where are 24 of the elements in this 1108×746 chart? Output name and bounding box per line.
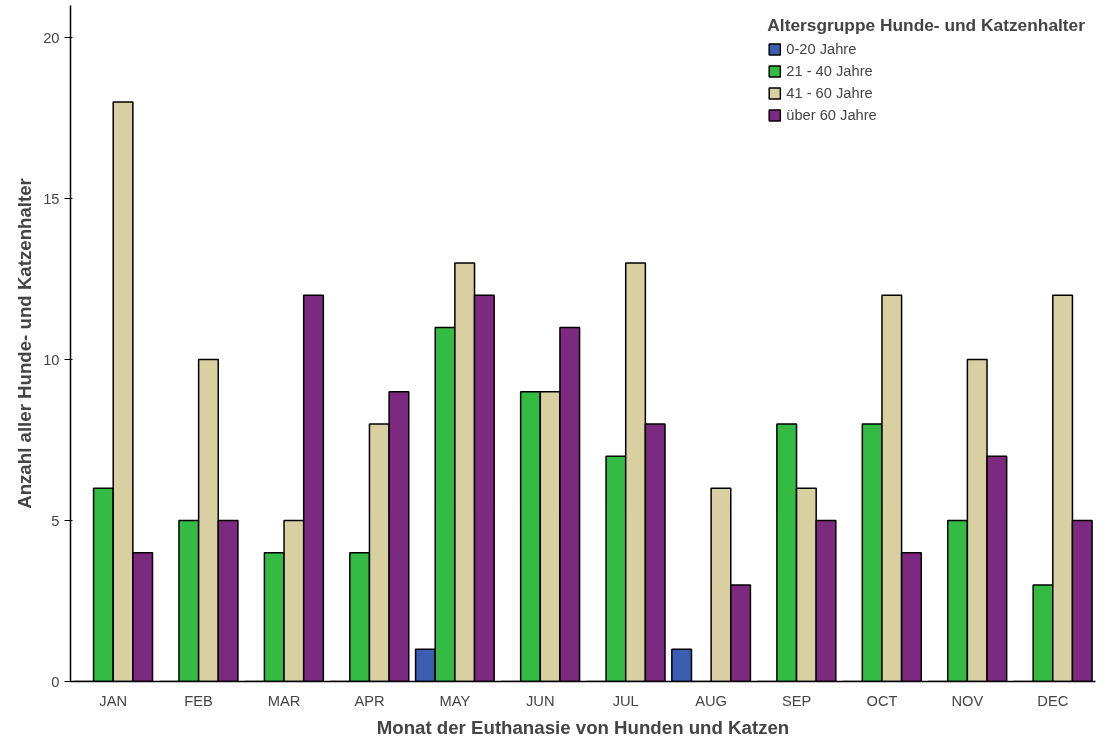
x-tick-label: NOV	[951, 692, 984, 709]
y-tick-label: 0	[51, 673, 60, 690]
legend-label: 41 - 60 Jahre	[786, 85, 873, 101]
x-tick-label: JUN	[526, 692, 555, 709]
x-tick-label: MAR	[267, 692, 301, 709]
x-tick-label: JAN	[99, 692, 128, 709]
x-tick-label: APR	[354, 692, 385, 709]
legend-title: Altersgruppe Hunde- und Katzenhalter	[767, 15, 1085, 36]
y-tick-label: 5	[51, 512, 60, 529]
legend-label: 0-20 Jahre	[786, 41, 857, 57]
x-tick-label: MAY	[439, 692, 471, 709]
y-tick-label: 20	[43, 29, 60, 46]
x-tick-label: DEC	[1037, 692, 1069, 709]
x-axis-title: Monat der Euthanasie von Hunden und Katzen	[376, 716, 790, 738]
legend-label: 21 - 40 Jahre	[786, 63, 873, 79]
legend-label: über 60 Jahre	[786, 107, 877, 123]
y-tick-label: 15	[43, 190, 60, 207]
x-tick-label: JUL	[612, 692, 639, 709]
x-tick-label: FEB	[184, 692, 213, 709]
x-tick-label: OCT	[866, 692, 898, 709]
x-tick-label: SEP	[781, 692, 812, 709]
y-axis-title: Anzahl aller Hunde- und Katzenhalter	[14, 178, 36, 509]
x-tick-label: AUG	[695, 692, 728, 709]
y-tick-label: 10	[43, 351, 60, 368]
